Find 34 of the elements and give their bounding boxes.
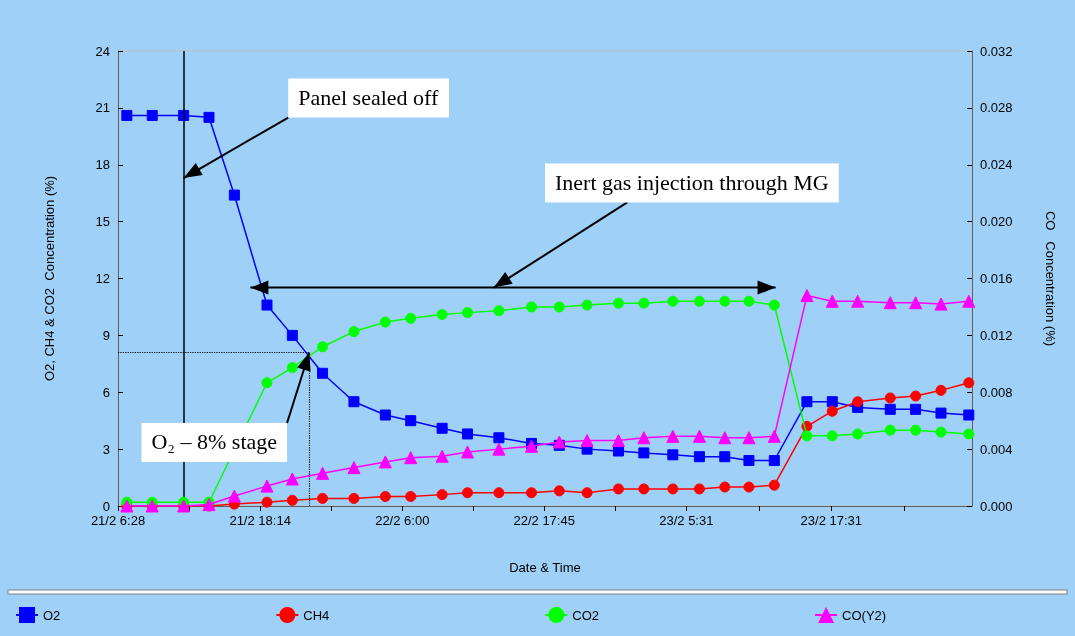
y-tick-label: 18 (95, 157, 110, 173)
y-tick-label: 0 (102, 498, 110, 514)
y2-tick-label: 0.028 (980, 100, 1013, 116)
y2-axis-title: CO Concentration (%) (1043, 210, 1058, 347)
y-tick-label: 6 (102, 384, 110, 400)
x-tick-label: 22/2 6:00 (375, 513, 430, 528)
x-tick-label: 23/2 17:31 (800, 513, 862, 528)
y-tick-label: 15 (95, 214, 110, 230)
y-axis-title: O2, CH4 & CO2 Concentration (%) (42, 175, 57, 382)
y2-tick-label: 0.016 (980, 271, 1013, 286)
x-axis-title: Date & Time (509, 560, 581, 575)
x-tick-label: 22/2 17:45 (513, 513, 575, 528)
legend-label: CO(Y2) (842, 607, 887, 623)
y2-tick-label: 0.024 (980, 157, 1013, 173)
x-tick-label: 23/2 5:31 (659, 513, 714, 528)
x-tick-label: 21/2 18:14 (229, 513, 291, 528)
y-tick-label: 3 (102, 441, 110, 457)
y2-tick-label: 0.008 (980, 384, 1013, 400)
y2-tick-label: 0.004 (980, 441, 1013, 457)
y2-tick-label: 0.032 (980, 43, 1013, 59)
y-tick-label: 24 (95, 43, 110, 59)
annotation: Inert gas injection through MG (554, 169, 829, 195)
annotation: Panel sealed off (298, 85, 440, 111)
y2-tick-label: 0.012 (980, 327, 1013, 343)
y2-tick-label: 0.000 (980, 498, 1013, 514)
y2-tick-label: 0.020 (980, 214, 1013, 230)
y-tick-label: 21 (95, 100, 110, 116)
x-tick-label: 21/2 6:28 (90, 513, 146, 528)
legend-label: CO2 (572, 607, 600, 623)
y-tick-label: 12 (95, 271, 110, 286)
legend-label: O2 (43, 607, 61, 623)
legend-label: CH4 (303, 607, 330, 623)
y-tick-label: 9 (102, 327, 110, 343)
annotation: O₂ – 8% stage (151, 429, 278, 455)
